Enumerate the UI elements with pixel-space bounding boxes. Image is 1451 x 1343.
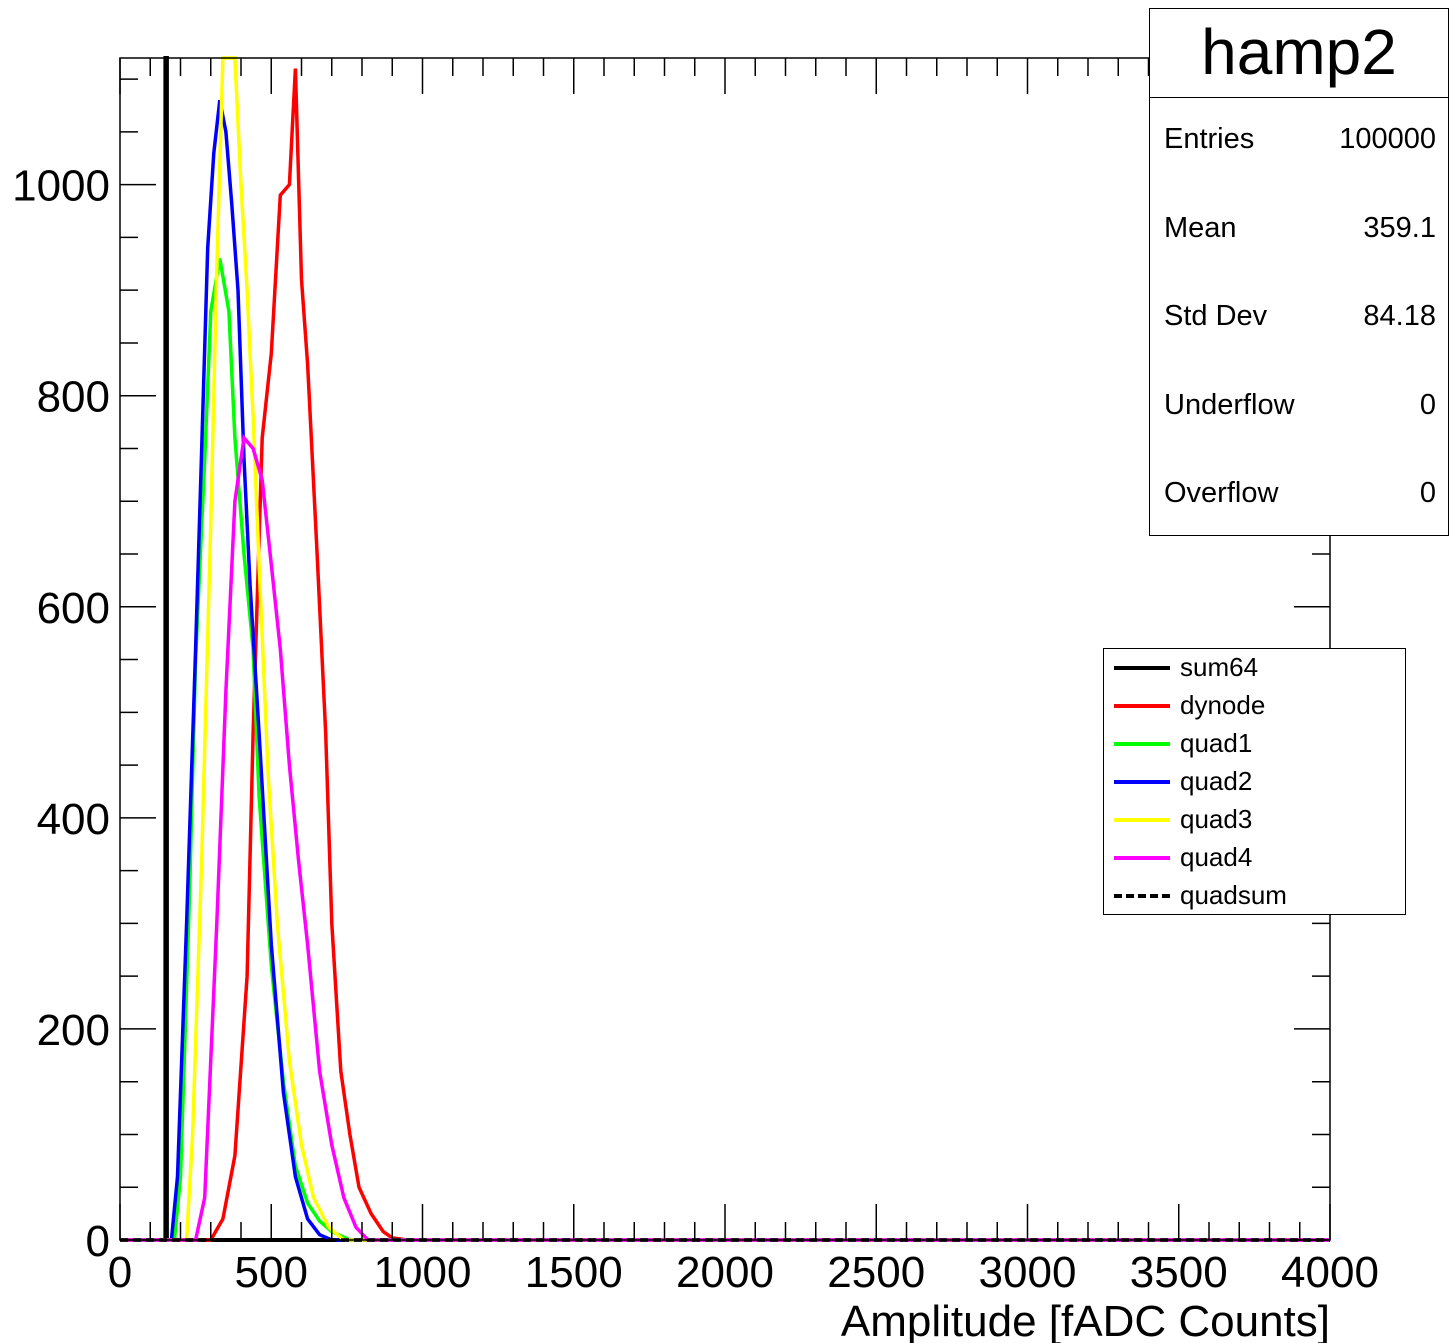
legend-swatch xyxy=(1114,894,1170,898)
legend-label: quadsum xyxy=(1180,880,1287,910)
x-tick-label: 3500 xyxy=(1130,1248,1228,1297)
stats-value: 0 xyxy=(1419,477,1436,509)
y-tick-label: 1000 xyxy=(12,162,110,211)
x-tick-label: 4000 xyxy=(1281,1248,1379,1297)
legend-item-quad4: quad4 xyxy=(1114,839,1399,875)
legend-swatch xyxy=(1114,704,1170,708)
x-tick-label: 1000 xyxy=(374,1248,472,1297)
series-line-quad4 xyxy=(120,433,1330,1242)
legend-swatch xyxy=(1114,818,1170,822)
stats-value: 84.18 xyxy=(1363,300,1436,332)
legend-swatch xyxy=(1114,666,1170,670)
legend-swatch xyxy=(1114,856,1170,860)
stats-row-overflow: Overflow 0 xyxy=(1164,477,1436,517)
legend-item-quad1: quad1 xyxy=(1114,725,1399,761)
legend-label: quad3 xyxy=(1180,804,1253,834)
x-tick-label: 0 xyxy=(108,1248,132,1297)
legend-label: quad2 xyxy=(1180,766,1253,796)
legend-label: sum64 xyxy=(1180,652,1259,682)
legend-label: quad1 xyxy=(1180,728,1253,758)
stats-row-entries: Entries 100000 xyxy=(1164,123,1436,163)
legend-item-quadsum: quadsum xyxy=(1114,877,1399,913)
legend-swatch xyxy=(1114,780,1170,784)
y-tick-label: 800 xyxy=(37,373,110,422)
y-tick-label: 200 xyxy=(37,1006,110,1055)
tick-layer: 0 500 1000 1500 2000 2500 3000 3500 4000 0 200 400 6… xyxy=(12,58,1379,1297)
legend-item-quad3: quad3 xyxy=(1114,801,1399,837)
series-line-dynode xyxy=(120,68,1330,1242)
stats-value: 0 xyxy=(1419,388,1436,421)
stats-title: hamp2 xyxy=(1150,9,1448,98)
stats-row-mean: Mean 359.1 xyxy=(1164,212,1436,252)
stats-value: 100000 xyxy=(1339,123,1436,155)
legend-item-quad2: quad2 xyxy=(1114,763,1399,799)
legend-item-sum64: sum64 xyxy=(1114,649,1399,685)
legend-swatch xyxy=(1114,742,1170,746)
x-tick-label: 3000 xyxy=(979,1248,1077,1297)
series-line-quad3 xyxy=(120,56,1330,1242)
y-tick-label: 600 xyxy=(37,584,110,633)
legend-item-dynode: dynode xyxy=(1114,687,1399,723)
stats-key: Overflow xyxy=(1164,477,1279,509)
x-tick-label: 1500 xyxy=(525,1248,623,1297)
stats-row-std-dev: Std Dev 84.18 xyxy=(1164,300,1436,340)
stats-key: Underflow xyxy=(1164,388,1295,421)
legend-label: dynode xyxy=(1180,690,1266,720)
x-axis-title: Amplitude [fADC Counts] xyxy=(841,1297,1330,1343)
stats-box: hamp2 Entries 100000 Mean 359.1 Std Dev 84.18… xyxy=(1149,8,1449,536)
stats-key: Std Dev xyxy=(1164,300,1268,332)
legend: sum64 dynode quad1 quad2 quad3 quad4 quadsum xyxy=(1103,648,1406,915)
stats-key: Mean xyxy=(1164,211,1237,244)
y-tick-label: 0 xyxy=(86,1217,110,1266)
stats-value: 359.1 xyxy=(1363,211,1436,244)
x-tick-label: 2000 xyxy=(676,1248,774,1297)
stats-row-underflow: Underflow 0 xyxy=(1164,389,1436,429)
legend-label: quad4 xyxy=(1180,842,1253,872)
stats-key: Entries xyxy=(1164,123,1255,155)
x-tick-label: 2500 xyxy=(827,1248,925,1297)
series-line-quad2 xyxy=(120,99,1330,1242)
x-tick-label: 500 xyxy=(235,1248,308,1297)
y-tick-label: 400 xyxy=(37,795,110,844)
